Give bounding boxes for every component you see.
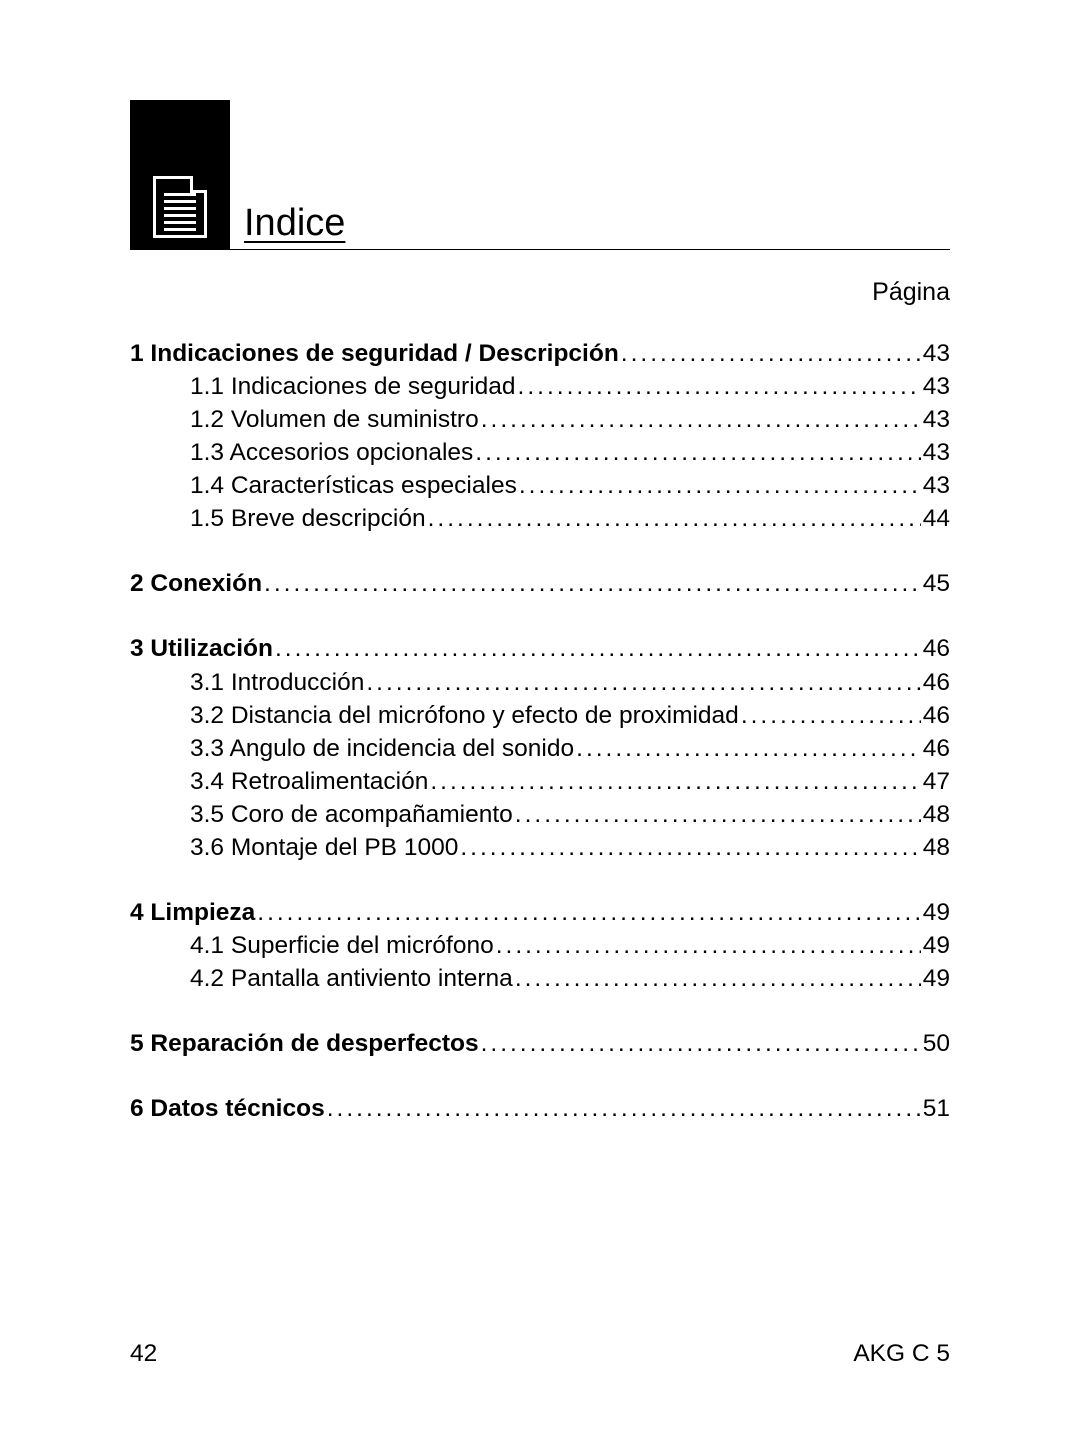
toc-subsection-row[interactable]: 1.3 Accesorios opcionales 43: [130, 436, 950, 469]
document-icon-lines: [164, 193, 196, 231]
toc-leader-dots: [576, 732, 921, 765]
toc-subsection-label: 3.5 Coro de acompañamiento: [190, 798, 513, 831]
toc-subsection-page: 43: [923, 469, 950, 502]
toc-leader-dots: [327, 1092, 921, 1125]
toc-subsection-page: 48: [923, 831, 950, 864]
toc-leader-dots: [496, 929, 921, 962]
toc-subsection-row[interactable]: 3.6 Montaje del PB 1000 48: [130, 831, 950, 864]
toc-subsection-label: 1.3 Accesorios opcionales: [190, 436, 473, 469]
toc-section-row[interactable]: 2 Conexión 45: [130, 567, 950, 600]
toc-leader-dots: [515, 962, 921, 995]
toc-section-row[interactable]: 6 Datos técnicos 51: [130, 1092, 950, 1125]
toc-section-label: 3 Utilización: [130, 632, 273, 665]
toc-subsection-page: 46: [923, 732, 950, 765]
footer: 42 AKG C 5: [130, 1340, 950, 1368]
toc-subsection-row[interactable]: 1.1 Indicaciones de seguridad 43: [130, 370, 950, 403]
document-icon: [153, 176, 207, 238]
toc-leader-dots: [475, 436, 920, 469]
toc-section-label: 4 Limpieza: [130, 896, 255, 929]
toc-subsection-page: 43: [923, 436, 950, 469]
toc-section-page: 46: [923, 632, 950, 665]
toc-subsection-row[interactable]: 3.5 Coro de acompañamiento 48: [130, 798, 950, 831]
toc-subsection-label: 1.4 Características especiales: [190, 469, 517, 502]
page-column-label: Página: [130, 278, 950, 307]
page: Indice Página 1 Indicaciones de segurida…: [0, 0, 1080, 1448]
toc-section-row[interactable]: 5 Reparación de desperfectos 50: [130, 1027, 950, 1060]
toc-subsection-page: 44: [923, 502, 950, 535]
toc-subsection-page: 43: [923, 370, 950, 403]
toc-subsection-label: 1.1 Indicaciones de seguridad: [190, 370, 516, 403]
toc-subsection-row[interactable]: 1.5 Breve descripción 44: [130, 502, 950, 535]
toc-leader-dots: [460, 831, 920, 864]
toc-subsection-label: 1.2 Volumen de suministro: [190, 403, 479, 436]
toc-subsection-label: 4.1 Superficie del micrófono: [190, 929, 494, 962]
toc-subsection-label: 1.5 Breve descripción: [190, 502, 426, 535]
toc-subsection-row[interactable]: 1.2 Volumen de suministro 43: [130, 403, 950, 436]
header-row: Indice: [130, 100, 950, 250]
toc-section-page: 43: [923, 337, 950, 370]
toc-subsection-row[interactable]: 4.2 Pantalla antiviento interna 49: [130, 962, 950, 995]
toc-section-label: 6 Datos técnicos: [130, 1092, 325, 1125]
toc-section-group: 1 Indicaciones de seguridad / Descripció…: [130, 337, 950, 535]
toc-subsection-page: 46: [923, 666, 950, 699]
toc-subsection-row[interactable]: 3.2 Distancia del micrófono y efecto de …: [130, 699, 950, 732]
toc-subsection-row[interactable]: 4.1 Superficie del micrófono 49: [130, 929, 950, 962]
document-icon-box: [130, 100, 230, 250]
toc-subsection-page: 46: [923, 699, 950, 732]
toc-section-group: 2 Conexión 45: [130, 567, 950, 600]
toc-subsection-label: 3.6 Montaje del PB 1000: [190, 831, 458, 864]
toc-subsection-row[interactable]: 3.1 Introducción 46: [130, 666, 950, 699]
toc-section-group: 5 Reparación de desperfectos 50: [130, 1027, 950, 1060]
table-of-contents: 1 Indicaciones de seguridad / Descripció…: [130, 337, 950, 1125]
toc-subsection-label: 3.2 Distancia del micrófono y efecto de …: [190, 699, 739, 732]
toc-leader-dots: [621, 337, 921, 370]
toc-subsection-label: 3.3 Angulo de incidencia del sonido: [190, 732, 574, 765]
toc-leader-dots: [519, 469, 921, 502]
toc-section-page: 50: [923, 1027, 950, 1060]
toc-leader-dots: [515, 798, 921, 831]
toc-subsection-page: 43: [923, 403, 950, 436]
toc-section-row[interactable]: 3 Utilización 46: [130, 632, 950, 665]
toc-section-label: 1 Indicaciones de seguridad / Descripció…: [130, 337, 619, 370]
toc-leader-dots: [257, 896, 920, 929]
toc-leader-dots: [481, 1027, 921, 1060]
toc-leader-dots: [481, 403, 921, 436]
toc-section-page: 49: [923, 896, 950, 929]
toc-subsection-label: 3.4 Retroalimentación: [190, 765, 428, 798]
page-title: Indice: [230, 202, 345, 249]
toc-subsection-page: 49: [923, 929, 950, 962]
toc-section-page: 45: [923, 567, 950, 600]
toc-section-group: 6 Datos técnicos 51: [130, 1092, 950, 1125]
toc-subsection-row[interactable]: 3.4 Retroalimentación 47: [130, 765, 950, 798]
toc-leader-dots: [741, 699, 921, 732]
toc-leader-dots: [366, 666, 920, 699]
footer-page-number: 42: [130, 1340, 157, 1368]
toc-section-row[interactable]: 4 Limpieza 49: [130, 896, 950, 929]
toc-subsection-label: 4.2 Pantalla antiviento interna: [190, 962, 513, 995]
footer-product-name: AKG C 5: [853, 1340, 950, 1368]
toc-subsection-row[interactable]: 1.4 Características especiales 43: [130, 469, 950, 502]
toc-subsection-page: 47: [923, 765, 950, 798]
toc-leader-dots: [428, 502, 921, 535]
toc-subsection-label: 3.1 Introducción: [190, 666, 364, 699]
toc-section-label: 5 Reparación de desperfectos: [130, 1027, 479, 1060]
toc-section-group: 3 Utilización 46 3.1 Introducción 46 3.2 Dis…: [130, 632, 950, 863]
toc-leader-dots: [430, 765, 920, 798]
toc-leader-dots: [264, 567, 921, 600]
toc-section-row[interactable]: 1 Indicaciones de seguridad / Descripció…: [130, 337, 950, 370]
toc-subsection-page: 48: [923, 798, 950, 831]
toc-section-page: 51: [923, 1092, 950, 1125]
toc-leader-dots: [275, 632, 921, 665]
toc-subsection-page: 49: [923, 962, 950, 995]
toc-subsection-row[interactable]: 3.3 Angulo de incidencia del sonido 46: [130, 732, 950, 765]
toc-section-group: 4 Limpieza494.1 Superficie del micrófono…: [130, 896, 950, 995]
toc-section-label: 2 Conexión: [130, 567, 262, 600]
toc-leader-dots: [518, 370, 921, 403]
